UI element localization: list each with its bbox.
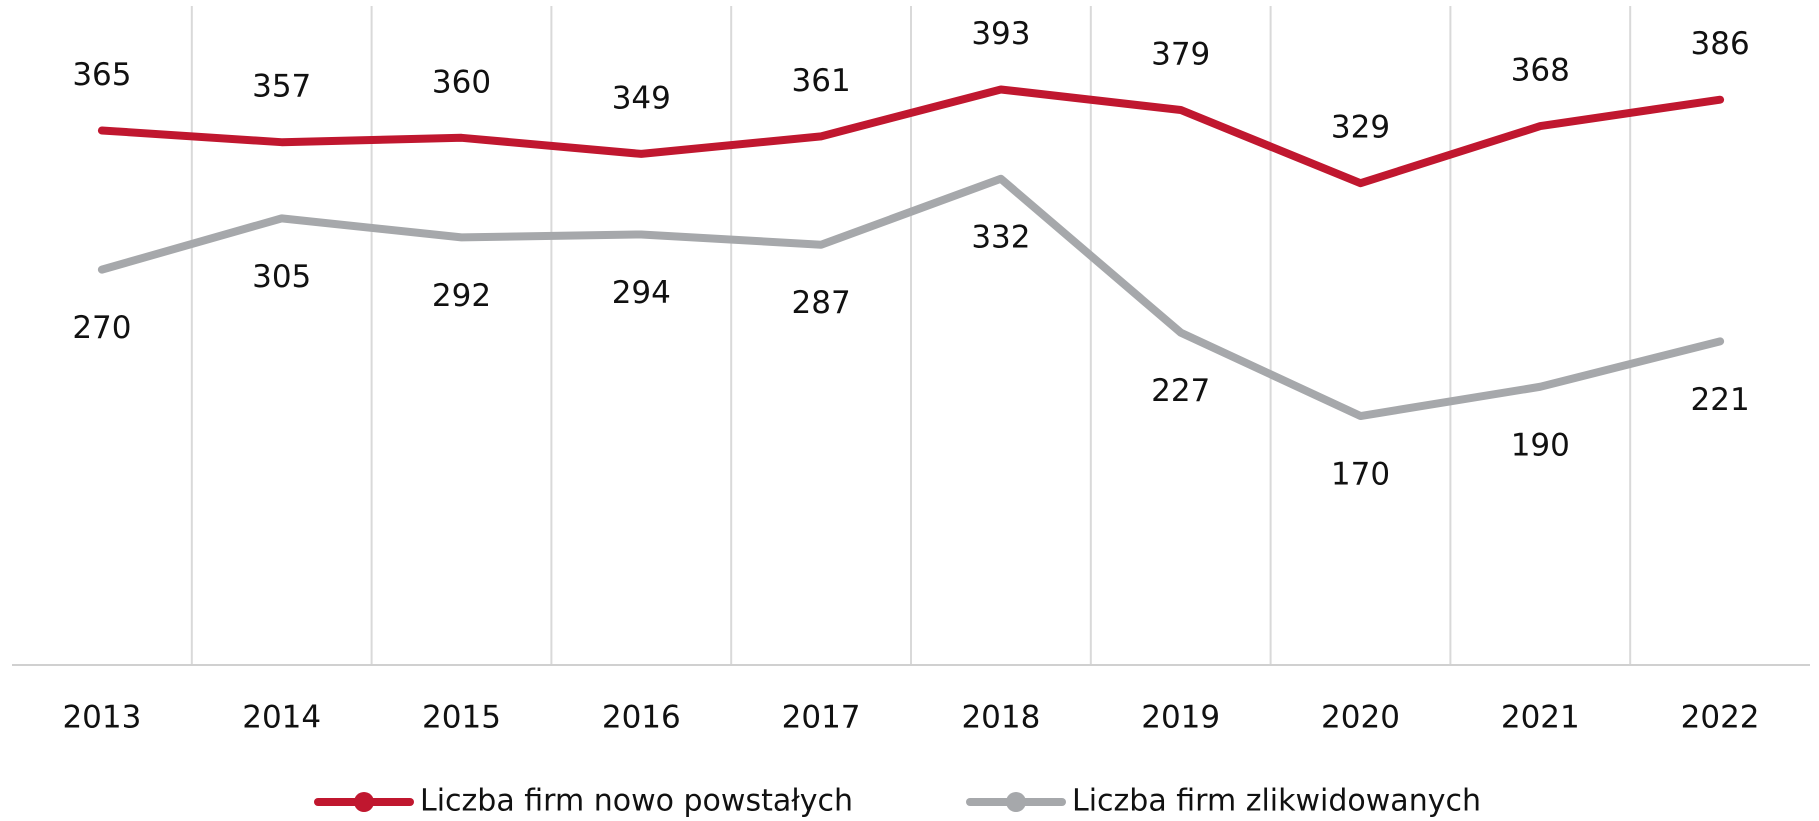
x-tick-label: 2021: [1501, 700, 1580, 736]
data-label: 329: [1331, 110, 1390, 146]
data-label: 361: [792, 63, 851, 99]
data-label: 332: [971, 219, 1030, 255]
x-tick-label: 2022: [1681, 700, 1760, 736]
data-label: 294: [612, 275, 671, 311]
series-line: [97, 174, 1725, 421]
data-label: 227: [1151, 373, 1210, 409]
legend-marker: [1006, 792, 1026, 812]
legend-label: Liczba firm nowo powstałych: [420, 784, 853, 819]
data-label: 368: [1511, 53, 1570, 89]
data-label: 305: [252, 259, 311, 295]
data-label: 287: [792, 285, 851, 321]
x-tick-label: 2016: [602, 700, 681, 736]
x-tick-label: 2015: [422, 700, 501, 736]
x-tick-label: 2017: [782, 700, 861, 736]
data-label: 379: [1151, 36, 1210, 72]
data-label: 349: [612, 80, 671, 116]
x-tick-label: 2019: [1141, 700, 1220, 736]
x-tick-label: 2013: [62, 700, 141, 736]
series-line: [97, 85, 1725, 188]
x-tick-label: 2020: [1321, 700, 1400, 736]
data-label: 190: [1511, 427, 1570, 463]
data-label: 386: [1691, 26, 1750, 62]
data-label: 270: [72, 310, 131, 346]
data-label: 393: [971, 16, 1030, 52]
data-label: 221: [1691, 382, 1750, 418]
data-label: 170: [1331, 457, 1390, 493]
data-label: 357: [252, 69, 311, 105]
data-label: 292: [432, 278, 491, 314]
x-tick-label: 2014: [242, 700, 321, 736]
legend-marker: [354, 792, 374, 812]
data-label: 360: [432, 64, 491, 100]
x-tick-label: 2018: [961, 700, 1040, 736]
legend-label: Liczba firm zlikwidowanych: [1072, 784, 1481, 819]
data-label: 365: [72, 57, 131, 93]
